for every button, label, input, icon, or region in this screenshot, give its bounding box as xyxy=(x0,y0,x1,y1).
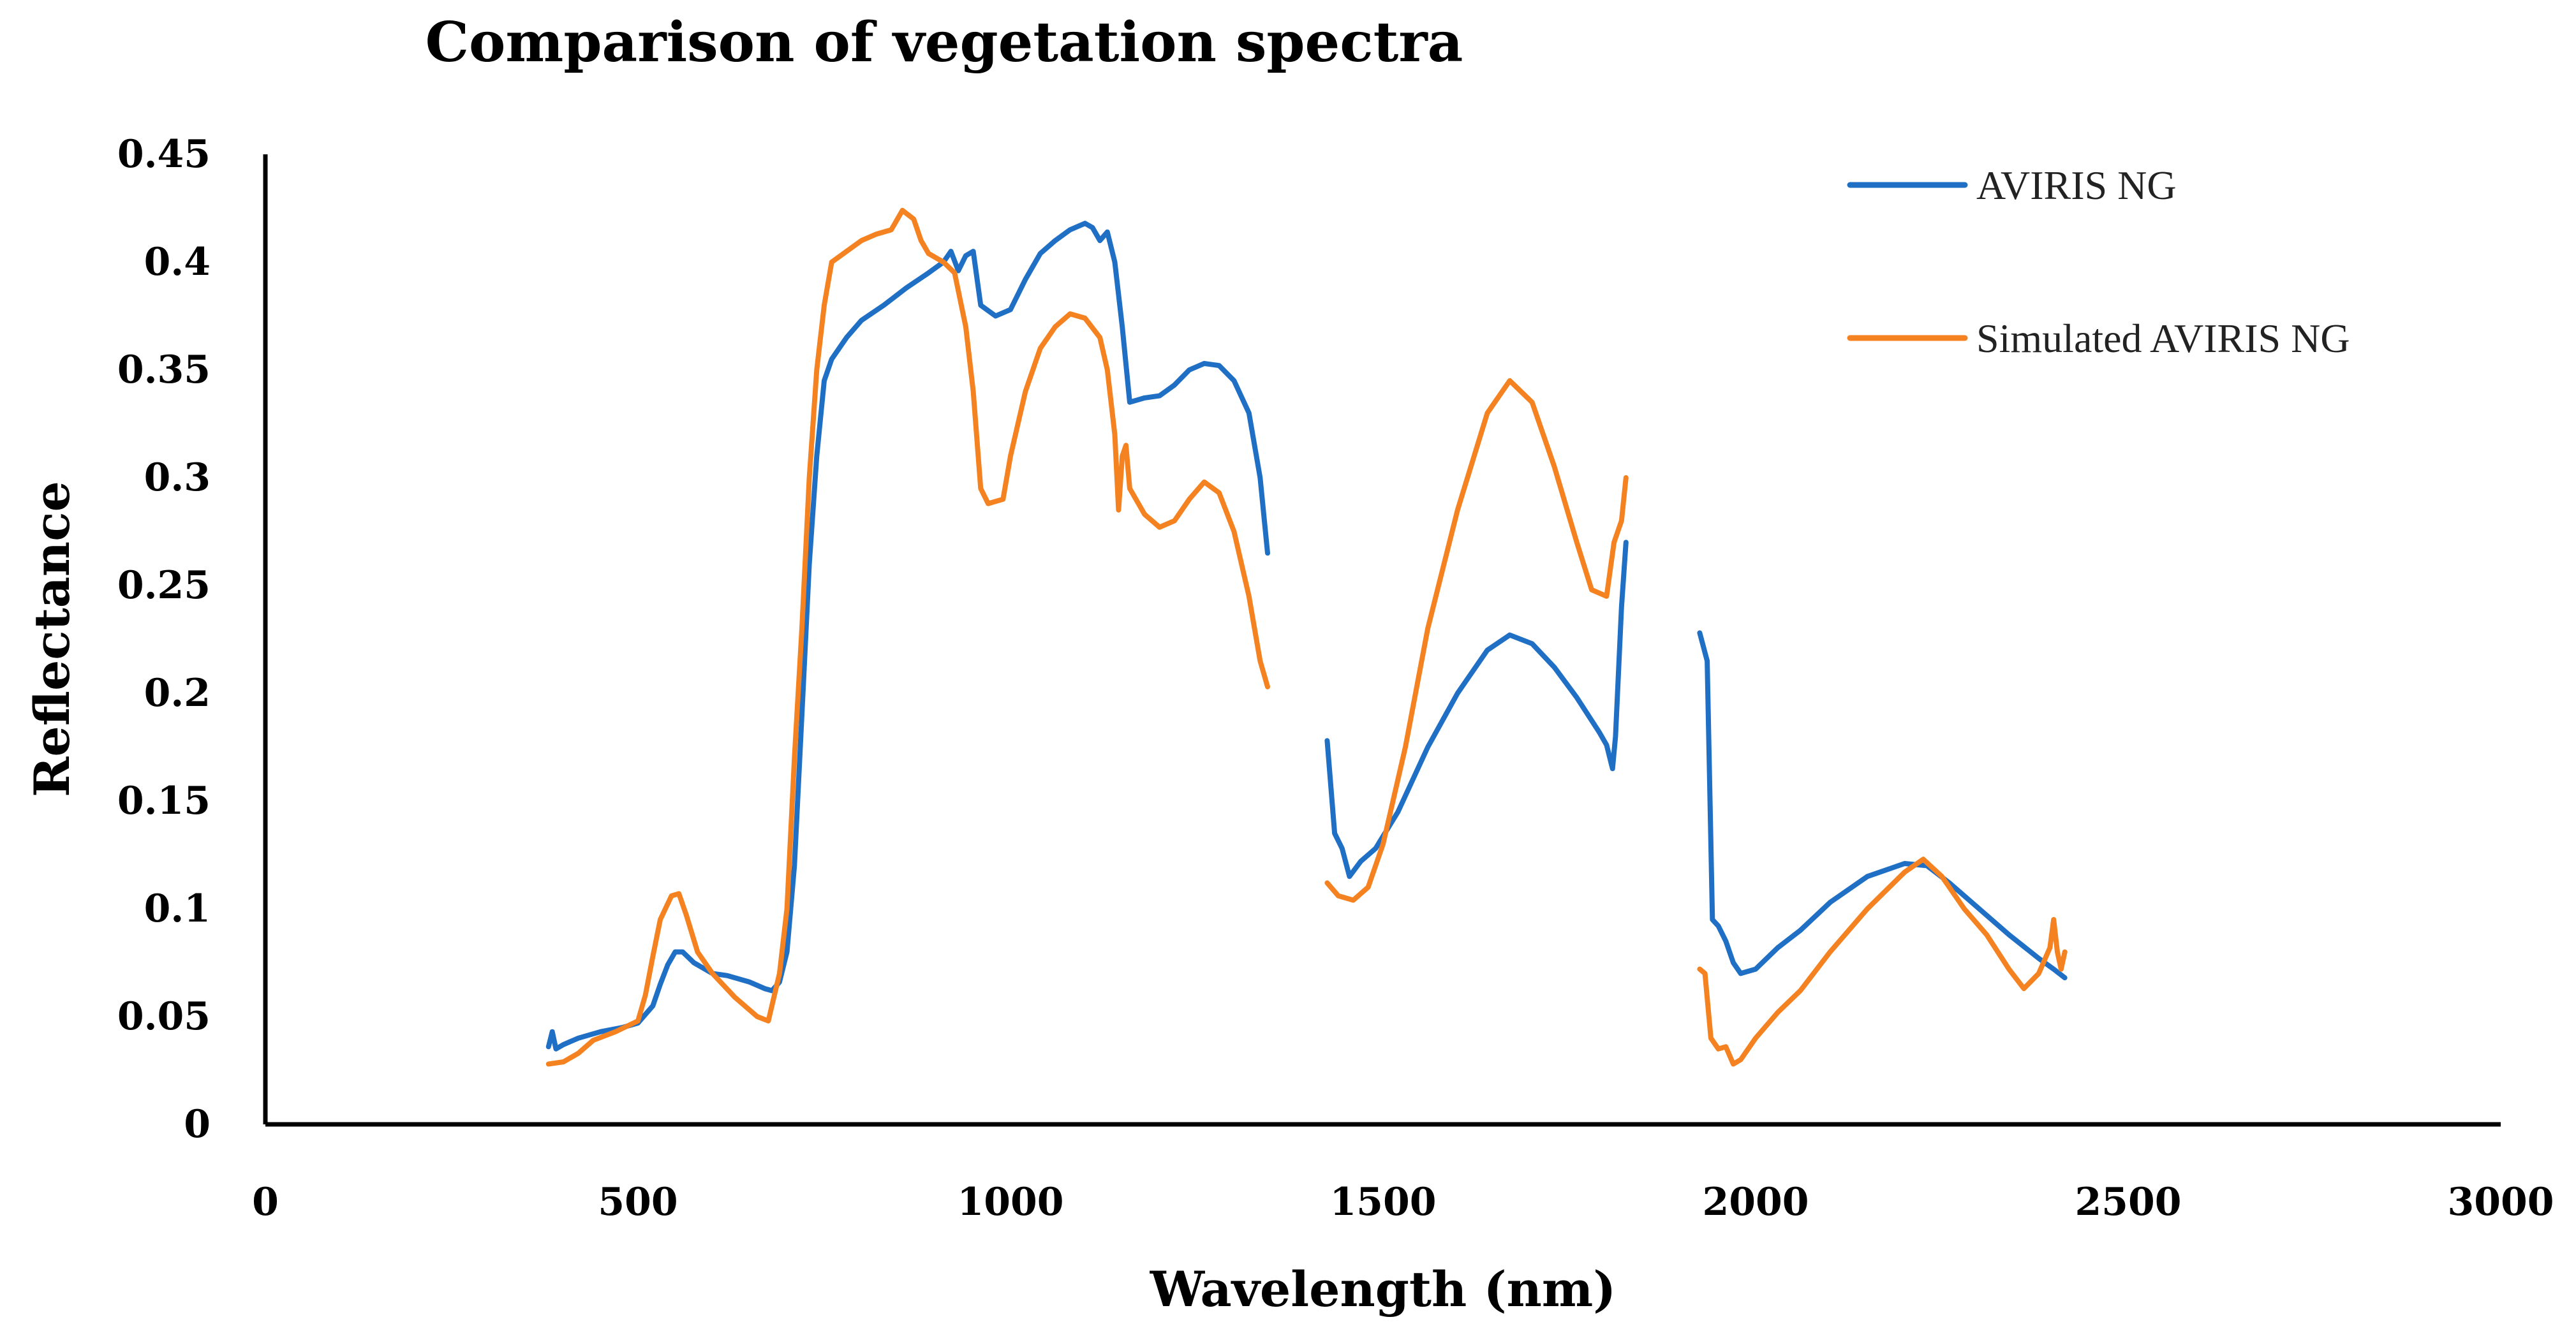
x-tick-label: 1500 xyxy=(1330,1180,1437,1224)
x-tick-label: 3000 xyxy=(2448,1180,2554,1224)
series-aviris-ng xyxy=(545,221,2068,1052)
y-tick-label: 0.35 xyxy=(117,348,211,392)
series-line-simulated-aviris-ng-2 xyxy=(1324,378,1629,903)
series-line-aviris-ng-1 xyxy=(545,221,1270,1052)
series-line-simulated-aviris-ng-1 xyxy=(545,207,1270,1067)
x-tick-label: 2500 xyxy=(2075,1180,2182,1224)
y-tick-labels: 0 0.05 0.1 0.15 0.2 0.25 0.3 0.35 0.4 0.45 xyxy=(117,132,211,1147)
series-line-simulated-aviris-ng-3 xyxy=(1697,856,2068,1067)
legend-label-aviris-ng: AVIRIS NG xyxy=(1976,163,2177,208)
series-simulated-aviris-ng xyxy=(545,207,2068,1067)
y-tick-label: 0 xyxy=(184,1102,211,1147)
y-tick-label: 0.45 xyxy=(117,132,211,177)
legend: AVIRIS NG Simulated AVIRIS NG xyxy=(1847,163,2350,361)
y-tick-label: 0.2 xyxy=(144,671,211,716)
x-axis-title: Wavelength (nm) xyxy=(1150,1261,1617,1318)
x-tick-label: 2000 xyxy=(1703,1180,1809,1224)
x-tick-label: 500 xyxy=(598,1180,677,1224)
series-line-aviris-ng-3 xyxy=(1697,630,2068,981)
y-tick-label: 0.4 xyxy=(144,240,211,284)
series-line-aviris-ng-2 xyxy=(1324,540,1629,879)
y-tick-label: 0.15 xyxy=(117,779,211,823)
x-tick-labels: 0 500 1000 1500 2000 2500 3000 xyxy=(252,1180,2554,1224)
y-tick-label: 0.25 xyxy=(117,563,211,608)
y-tick-label: 0.05 xyxy=(117,994,211,1039)
x-tick-label: 1000 xyxy=(958,1180,1064,1224)
plot-area xyxy=(545,207,2068,1067)
y-tick-label: 0.3 xyxy=(144,455,211,500)
legend-label-simulated-aviris-ng: Simulated AVIRIS NG xyxy=(1976,316,2350,361)
y-tick-label: 0.1 xyxy=(144,886,211,931)
chart-title: Comparison of vegetation spectra xyxy=(426,10,1463,75)
x-tick-label: 0 xyxy=(252,1180,279,1224)
y-axis-title: Reflectance xyxy=(24,481,80,797)
